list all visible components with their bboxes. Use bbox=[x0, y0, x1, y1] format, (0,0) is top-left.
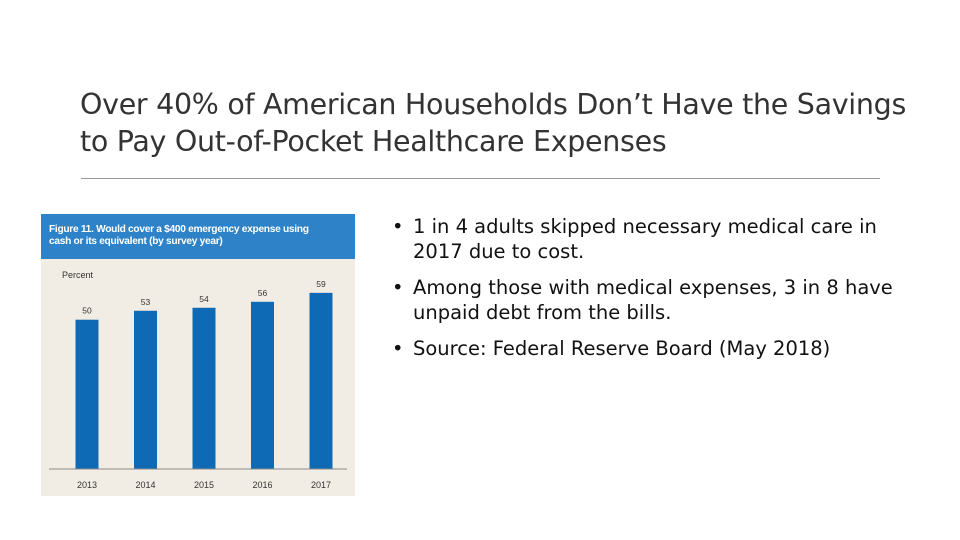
bar-2017 bbox=[309, 292, 333, 469]
data-label-2015: 54 bbox=[199, 294, 209, 304]
data-label-2017: 59 bbox=[316, 279, 326, 289]
bullet-item: • Source: Federal Reserve Board (May 2018… bbox=[392, 336, 912, 361]
x-tick-label-2017: 2017 bbox=[311, 480, 331, 490]
chart-figure: Figure 11. Would cover a $400 emergency … bbox=[41, 214, 355, 496]
figure-title-line-2: cash or its equivalent (by survey year) bbox=[49, 236, 223, 247]
bullet-item: • Among those with medical expenses, 3 in… bbox=[392, 275, 912, 325]
bullet-marker: • bbox=[392, 337, 404, 360]
x-tick-label-2014: 2014 bbox=[135, 480, 155, 490]
slide-title: Over 40% of American Households Don’t Ha… bbox=[80, 88, 907, 158]
data-label-2013: 50 bbox=[82, 306, 92, 316]
x-tick-label-2015: 2015 bbox=[194, 480, 214, 490]
bar-2013 bbox=[75, 319, 99, 469]
bullet-item: • 1 in 4 adults skipped necessary medical… bbox=[392, 214, 912, 264]
bar-2014 bbox=[134, 310, 157, 469]
bar-2015 bbox=[192, 307, 216, 469]
data-label-2016: 56 bbox=[258, 288, 268, 298]
x-tick-label-2016: 2016 bbox=[252, 480, 272, 490]
y-axis-label: Percent bbox=[62, 270, 94, 280]
bullet-marker: • bbox=[392, 276, 404, 299]
bullet-list: • 1 in 4 adults skipped necessary medical… bbox=[392, 214, 912, 372]
bar-2016 bbox=[251, 301, 274, 469]
figure-title-line-1: Figure 11. Would cover a $400 emergency … bbox=[49, 224, 309, 235]
bullet-text: Source: Federal Reserve Board (May 2018) bbox=[413, 337, 831, 360]
bar-chart: Percent 50 53 54 56 59 2013 2014 2015 2016 2017 bbox=[49, 270, 347, 490]
data-label-2014: 53 bbox=[141, 297, 151, 307]
bullet-text: 1 in 4 adults skipped necessary medical … bbox=[413, 215, 877, 263]
bar-series: 50 53 54 56 59 bbox=[75, 279, 333, 469]
x-tick-labels: 2013 2014 2015 2016 2017 bbox=[77, 480, 331, 490]
bullet-text: Among those with medical expenses, 3 in … bbox=[413, 276, 893, 324]
x-tick-label-2013: 2013 bbox=[77, 480, 97, 490]
title-divider bbox=[81, 178, 880, 179]
figure-header: Figure 11. Would cover a $400 emergency … bbox=[41, 214, 355, 259]
bullet-marker: • bbox=[392, 215, 404, 238]
